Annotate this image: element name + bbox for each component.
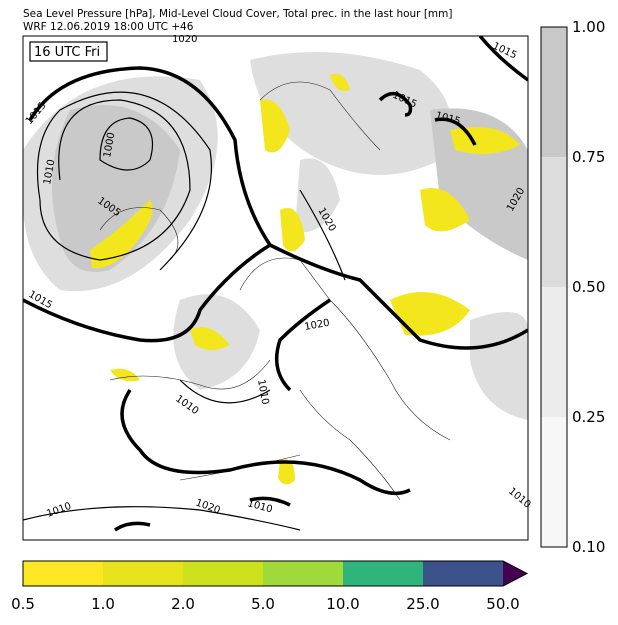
time-label: 16 UTC Fri (34, 45, 100, 60)
isobar-label: 1020 (172, 34, 197, 45)
tick-label: 0.75 (572, 148, 605, 166)
cloud-colorbar: 1.00 0.75 0.50 0.25 0.10 (540, 18, 605, 556)
isobar-label: 1000 (102, 132, 117, 159)
header-line: Sea Level Pressure [hPa], Mid-Level Clou… (23, 8, 453, 20)
tick-label: 0.25 (572, 408, 605, 426)
isobar-label: 1010 (255, 379, 270, 406)
tick-label: 0.10 (572, 538, 605, 556)
tick-label: 50.0 (486, 595, 519, 613)
tick-label: 1.0 (91, 595, 115, 613)
tick-label: 0.5 (11, 595, 35, 613)
tick-label: 1.00 (572, 18, 605, 36)
precip-colorbar: 0.5 1.0 2.0 5.0 10.0 25.0 50.0 (11, 560, 529, 613)
map: 16 UTC Fri 1020 1015 1015 1000 1010 1005… (22, 34, 533, 541)
tick-label: 5.0 (251, 595, 275, 613)
isobar-label: 1020 (304, 318, 331, 333)
header-line: WRF 12.06.2019 18:00 UTC +46 (23, 21, 194, 33)
isobar-label: 1010 (42, 159, 57, 186)
tick-label: 10.0 (326, 595, 359, 613)
tick-label: 25.0 (406, 595, 439, 613)
tick-label: 2.0 (171, 595, 195, 613)
tick-label: 0.50 (572, 278, 605, 296)
